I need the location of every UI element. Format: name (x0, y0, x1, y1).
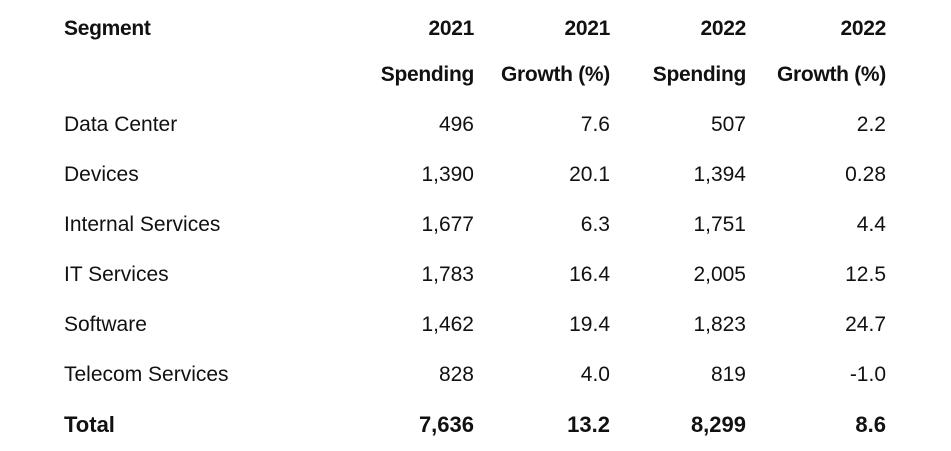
spending-2022-cell: 1,823 (693, 313, 746, 336)
spending-2022-cell: 1,394 (693, 163, 746, 186)
table-row: Devices 1,390 20.1 1,394 0.28 (64, 150, 886, 200)
growth-2021-cell: 20.1 (569, 163, 610, 186)
table-row: Telecom Services 828 4.0 819 -1.0 (64, 350, 886, 400)
spending-2021-cell: 1,677 (421, 213, 474, 236)
header-year-2022-spending: 2022 (700, 17, 746, 40)
header-spending-2021: Spending (380, 63, 475, 86)
table-row: Internal Services 1,677 6.3 1,751 4.4 (64, 200, 886, 250)
segment-cell: Data Center (64, 113, 178, 136)
growth-2022-cell: 0.28 (845, 163, 886, 186)
segment-cell: IT Services (64, 263, 169, 286)
segment-cell: Internal Services (64, 213, 221, 236)
spending-2021-cell: 1,390 (421, 163, 474, 186)
header-row-metrics: Spending Growth (%) Spending Growth (%) (64, 50, 887, 100)
total-growth-2021: 13.2 (567, 412, 610, 437)
spending-2021-cell: 496 (438, 113, 474, 136)
spending-2021-cell: 828 (438, 363, 474, 386)
table-row: Software 1,462 19.4 1,823 24.7 (64, 300, 886, 350)
header-year-2021-growth: 2021 (564, 17, 610, 40)
total-label: Total (64, 412, 115, 437)
segment-cell: Software (64, 313, 147, 336)
growth-2022-cell: 24.7 (845, 313, 886, 336)
spending-2022-cell: 507 (710, 113, 746, 136)
segment-cell: Telecom Services (64, 363, 229, 386)
spending-2021-cell: 1,462 (421, 313, 474, 336)
header-segment: Segment (64, 17, 151, 40)
header-year-2021-spending: 2021 (428, 17, 474, 40)
total-growth-2022: 8.6 (855, 412, 886, 437)
header-growth-2022: Growth (%) (777, 63, 886, 86)
segment-cell: Devices (64, 163, 139, 186)
table-row: Data Center 496 7.6 507 2.2 (64, 100, 886, 150)
header-growth-2021: Growth (%) (501, 63, 610, 86)
spending-2022-cell: 2,005 (693, 263, 746, 286)
header-spending-2022: Spending (652, 63, 747, 86)
spending-table-container: Segment 2021 2021 2022 2022 Spending Gro… (64, 0, 886, 450)
growth-2022-cell: -1.0 (849, 363, 886, 386)
growth-2021-cell: 16.4 (569, 263, 610, 286)
total-spending-2021: 7,636 (418, 412, 474, 437)
growth-2021-cell: 6.3 (580, 213, 610, 236)
spending-table: Segment 2021 2021 2022 2022 Spending Gro… (64, 0, 886, 450)
header-row-years: Segment 2021 2021 2022 2022 (64, 0, 886, 50)
spending-2022-cell: 1,751 (693, 213, 746, 236)
spending-2021-cell: 1,783 (421, 263, 474, 286)
growth-2021-cell: 19.4 (569, 313, 610, 336)
total-row: Total 7,636 13.2 8,299 8.6 (64, 400, 886, 450)
growth-2022-cell: 12.5 (845, 263, 886, 286)
header-blank (64, 50, 354, 100)
growth-2021-cell: 4.0 (580, 363, 610, 386)
total-spending-2022: 8,299 (690, 412, 746, 437)
header-year-2022-growth: 2022 (840, 17, 886, 40)
spending-2022-cell: 819 (710, 363, 746, 386)
growth-2022-cell: 4.4 (856, 213, 886, 236)
growth-2022-cell: 2.2 (856, 113, 886, 136)
table-row: IT Services 1,783 16.4 2,005 12.5 (64, 250, 886, 300)
growth-2021-cell: 7.6 (580, 113, 610, 136)
